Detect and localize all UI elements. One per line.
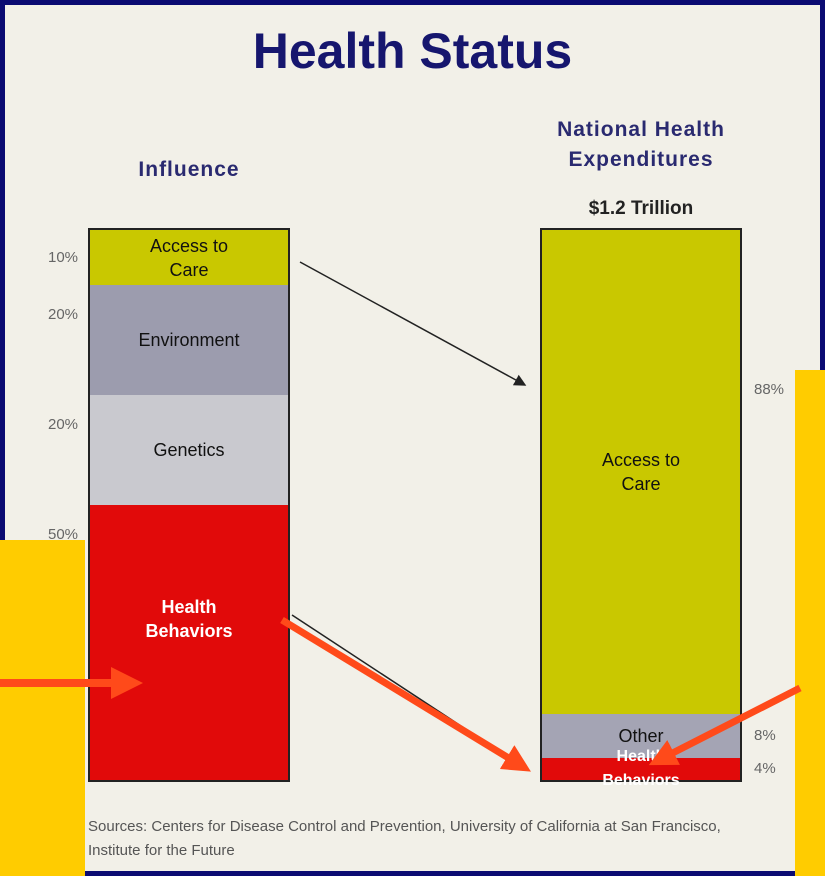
- segment-label: Health Behaviors: [145, 597, 233, 641]
- value-label: 10%: [48, 248, 79, 266]
- chart-title: National Health Expenditures: [557, 118, 725, 171]
- arrow: [299, 261, 527, 386]
- slide-title: Health Status: [252, 23, 573, 79]
- bar-segment: [542, 758, 740, 780]
- value-label: 8%: [754, 727, 776, 744]
- segment-label: Environment: [138, 330, 240, 350]
- value-label: 50%: [48, 526, 79, 543]
- bar-segment: [90, 285, 288, 395]
- highlight-block: [0, 540, 85, 876]
- highlight-block: [795, 370, 825, 876]
- segment-label: Genetics: [153, 440, 225, 460]
- value-label: 88%: [754, 381, 785, 398]
- source-note: Sources: Centers for Disease Control and…: [88, 818, 721, 859]
- highlight-arrow: [648, 684, 802, 766]
- segment-label: Access to Care: [601, 450, 681, 494]
- value-label: 20%: [48, 306, 79, 323]
- chart-title: Influence: [138, 158, 240, 181]
- segment-label: Access to Care: [149, 235, 229, 280]
- bar-segment: [90, 505, 288, 780]
- chart-subtitle: $1.2 Trillion: [588, 198, 694, 219]
- bar-segment: [90, 230, 288, 285]
- value-label: 20%: [48, 416, 79, 433]
- value-label: 4%: [754, 760, 776, 777]
- highlight-arrow: [280, 617, 531, 772]
- bar-segment: [90, 395, 288, 505]
- bar-segment: [542, 230, 740, 714]
